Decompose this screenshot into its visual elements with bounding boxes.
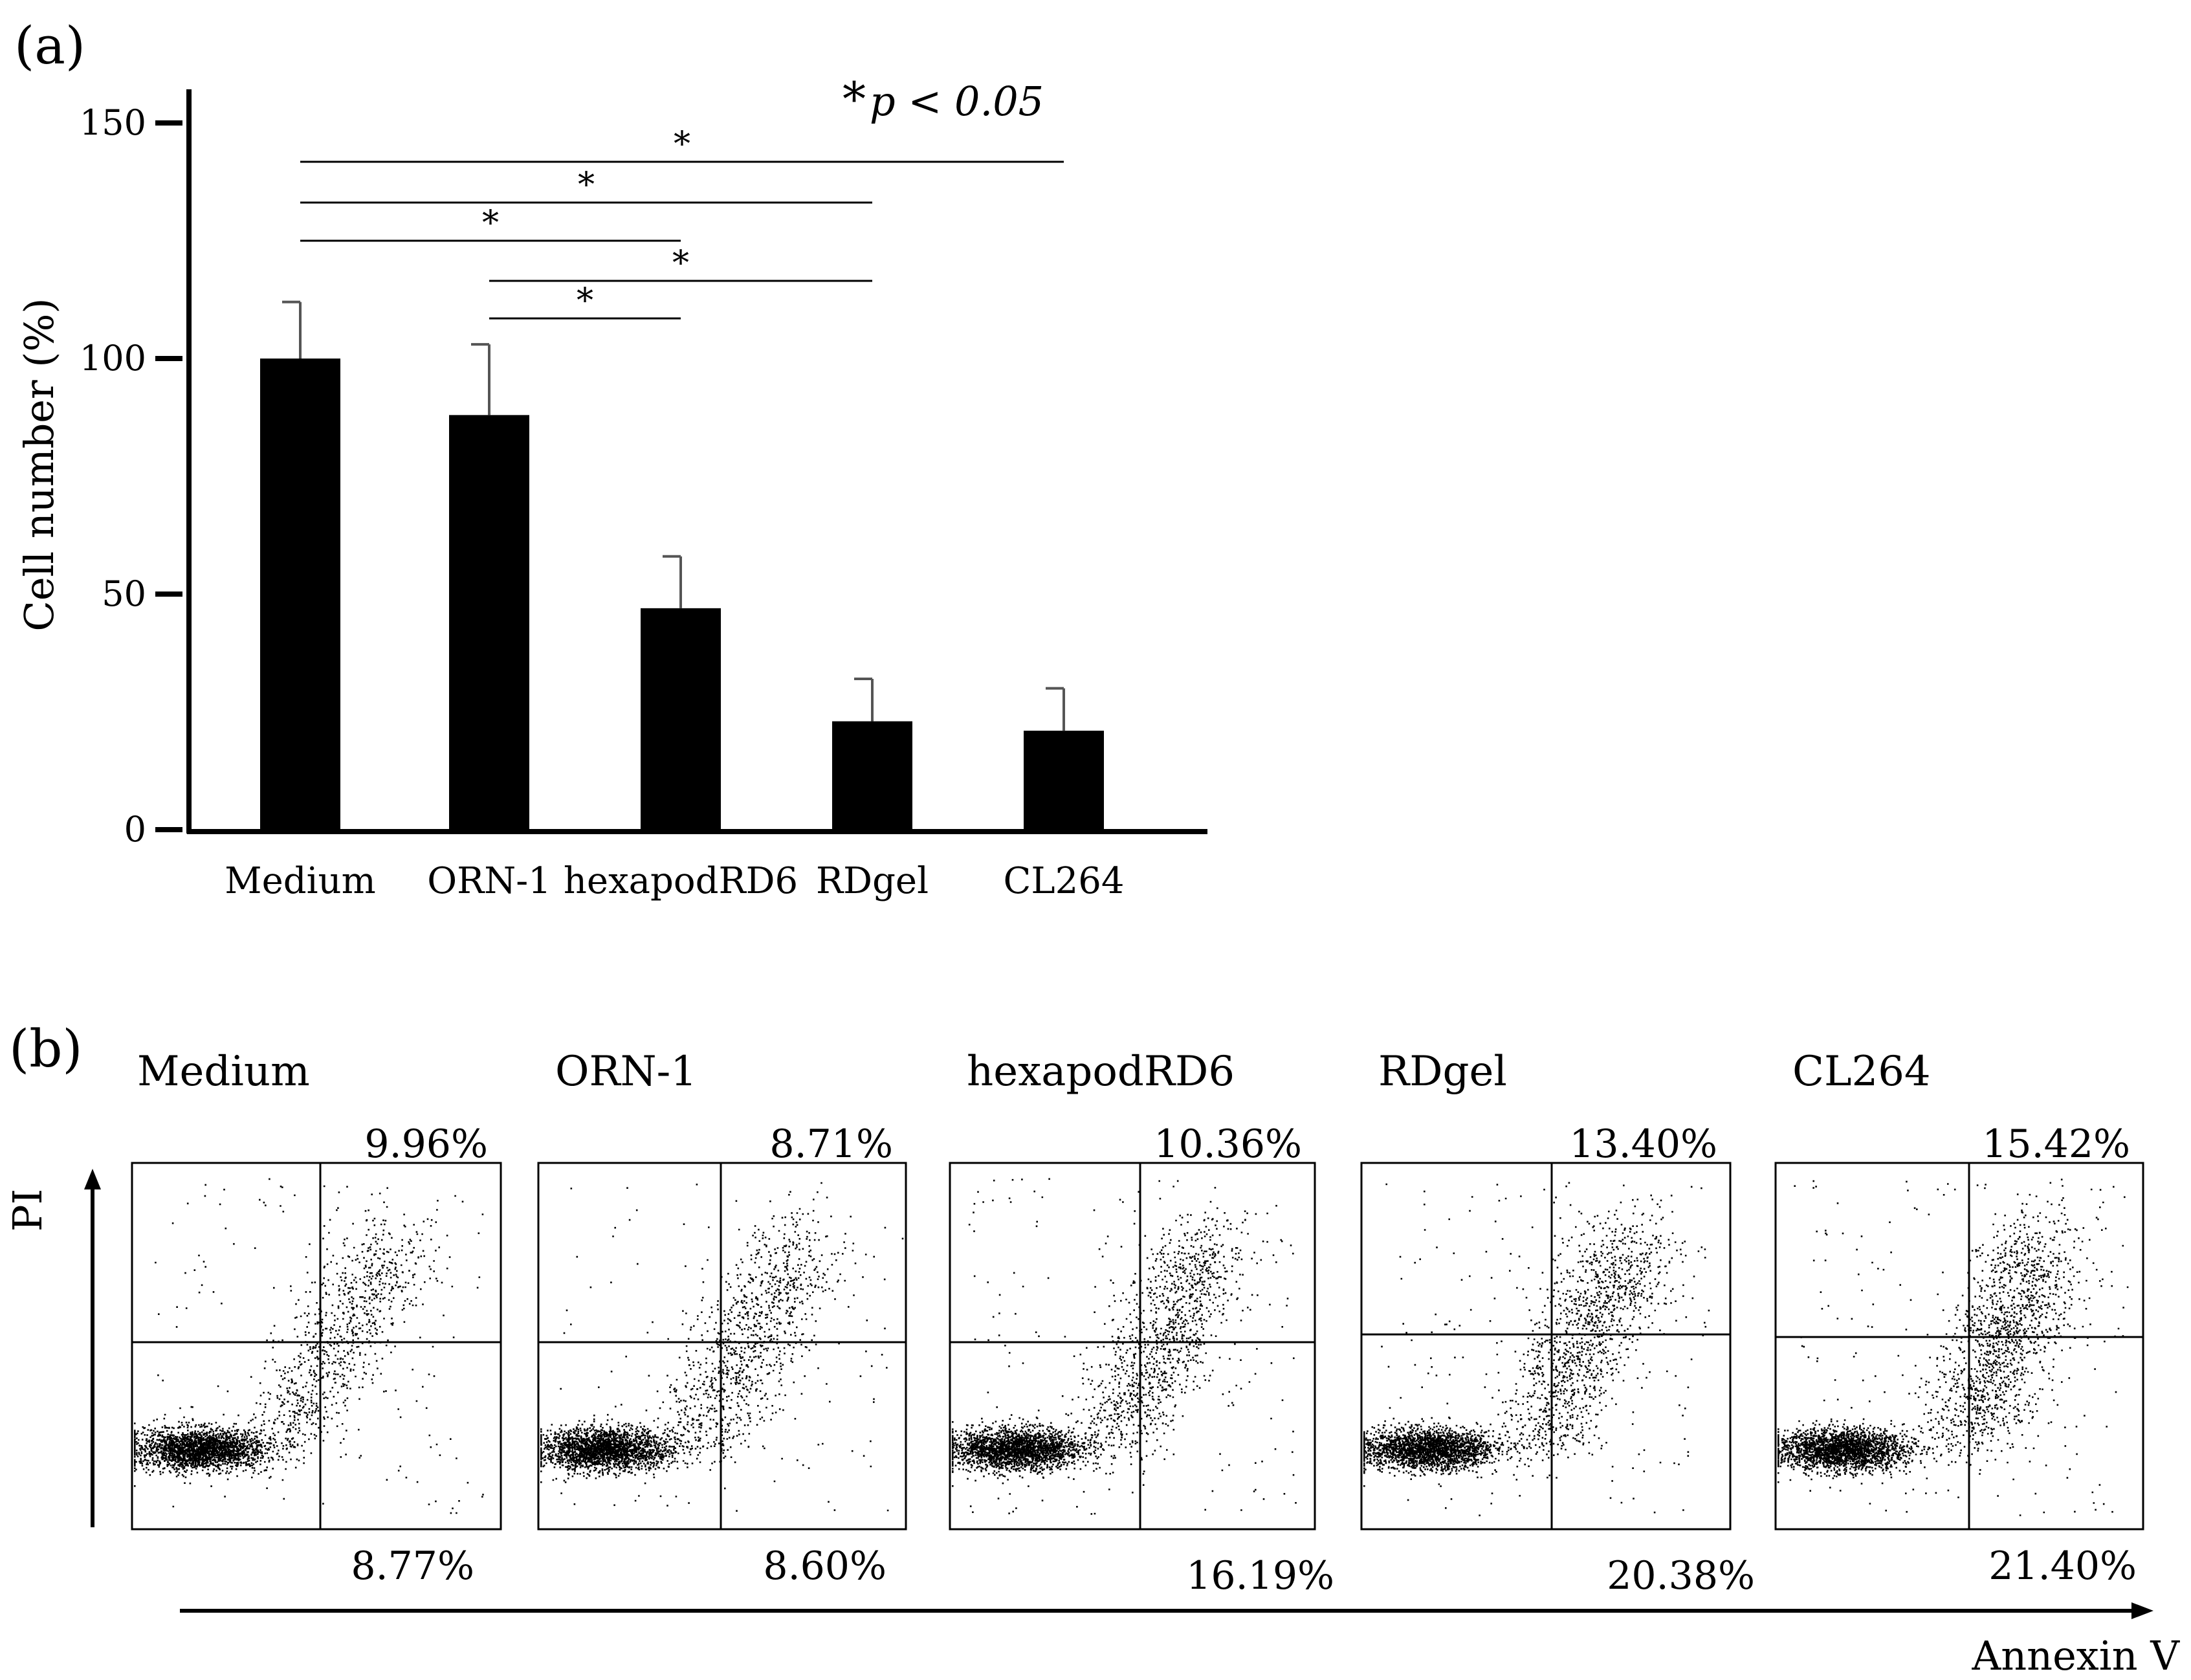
legend-text: p < 0.05	[870, 78, 1044, 125]
event-dots	[134, 1178, 484, 1514]
plot-title: ORN-1	[555, 1048, 697, 1096]
category-label: Medium	[225, 860, 375, 902]
y-tick-label: 100	[80, 338, 146, 379]
bar-medium	[260, 359, 340, 830]
plot-frame	[1774, 1162, 2144, 1531]
y-axis-label: Cell number (%)	[16, 298, 63, 631]
dot-plot-orn-1: ORN-1 8.71% 8.60%	[537, 1048, 907, 1589]
significance-star: *	[674, 125, 690, 164]
lower-right-percent: 16.19%	[1186, 1553, 1334, 1598]
bar-hexapodrd6	[641, 608, 721, 830]
category-label: CL264	[1004, 860, 1125, 902]
dot-plot-rdgel: RDgel 13.40% 20.38%	[1360, 1048, 1755, 1598]
annexin-arrowhead	[2131, 1602, 2153, 1619]
pi-arrowhead	[84, 1169, 101, 1189]
category-label: hexapodRD6	[564, 860, 798, 902]
category-label: RDgel	[816, 860, 929, 902]
lower-right-percent: 21.40%	[1988, 1543, 2137, 1589]
category-label: ORN-1	[427, 860, 551, 902]
y-tick-label: 150	[80, 102, 146, 143]
plot-frame	[537, 1162, 907, 1531]
panel-b-label: (b)	[9, 1019, 83, 1079]
event-dots	[1363, 1182, 1710, 1516]
event-dots	[540, 1182, 904, 1512]
significance-star: *	[577, 282, 593, 320]
bar-rdgel	[832, 721, 912, 830]
lower-right-percent: 20.38%	[1607, 1553, 1755, 1598]
annexin-axis-label: Annexin V	[1971, 1632, 2180, 1679]
upper-right-percent: 8.71%	[769, 1122, 893, 1167]
significance-star: *	[482, 204, 499, 243]
plot-frame	[949, 1162, 1316, 1531]
lower-right-percent: 8.77%	[351, 1543, 474, 1589]
y-tick-label: 50	[102, 573, 146, 614]
significance-star: *	[672, 244, 689, 283]
dot-plot-hexapodrd6: hexapodRD6 10.36% 16.19%	[949, 1048, 1334, 1598]
pi-axis-label: PI	[4, 1189, 51, 1232]
plot-title: hexapodRD6	[967, 1048, 1235, 1096]
plot-title: RDgel	[1378, 1048, 1507, 1096]
event-dots	[952, 1178, 1297, 1515]
bar-cl264	[1024, 731, 1104, 830]
upper-right-percent: 9.96%	[364, 1122, 488, 1167]
dot-plot-cl264: CL264 15.42% 21.40%	[1774, 1048, 2144, 1589]
panel-a-label: (a)	[14, 16, 85, 76]
upper-right-percent: 15.42%	[1982, 1122, 2130, 1167]
plot-title: CL264	[1792, 1048, 1931, 1096]
plot-frame	[131, 1162, 502, 1531]
plot-title: Medium	[137, 1048, 310, 1096]
upper-right-percent: 13.40%	[1569, 1122, 1717, 1167]
plot-frame	[1360, 1162, 1732, 1531]
dot-plot-medium: Medium 9.96% 8.77%	[131, 1048, 502, 1589]
bar-orn-1	[449, 415, 529, 830]
bar-chart-panel: (a) 0 50 100 150 Medium ORN-1 hexapodRD6 RDgel…	[14, 16, 1207, 902]
significance-legend: *p < 0.05	[842, 72, 1044, 126]
flow-cytometry-panel: (b) Medium 9.96% 8.77% ORN-1 8.71% 8.60% hexap…	[4, 1019, 2180, 1679]
y-tick-label: 0	[124, 809, 146, 850]
significance-star: *	[578, 166, 595, 204]
upper-right-percent: 10.36%	[1154, 1122, 1302, 1167]
event-dots	[1778, 1178, 2129, 1516]
lower-right-percent: 8.60%	[763, 1543, 886, 1589]
legend-star: *	[842, 72, 866, 126]
